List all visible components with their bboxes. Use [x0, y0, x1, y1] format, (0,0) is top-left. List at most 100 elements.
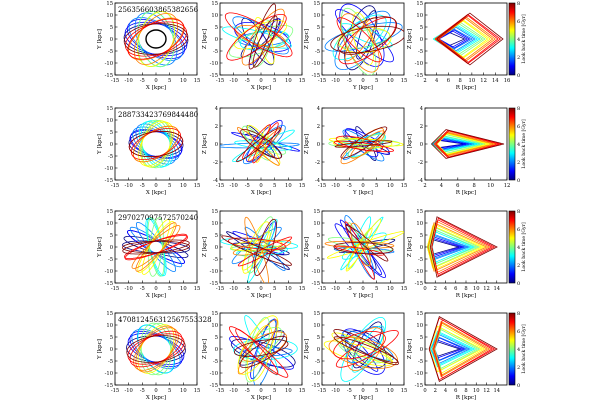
y-tick-label: 15	[211, 311, 218, 317]
orbit-line	[344, 5, 378, 71]
y-tick-label: -5	[108, 257, 113, 263]
y-tick-label: 15	[106, 106, 113, 112]
x-tick-label: 15	[194, 78, 201, 84]
subplot-r1-c3: 2 4 6 8 10 12 -4 -2 0 2 4 R [kpc] Z [kpc] 0 2 4 6 8 Look b…	[407, 106, 527, 196]
orbit-line	[333, 140, 395, 153]
x-tick-label: 5	[273, 388, 276, 394]
orbit-lines	[220, 216, 299, 283]
x-tick-label: 15	[401, 78, 408, 84]
orbit-line	[126, 335, 186, 363]
x-tick-label: 10	[285, 388, 292, 394]
orbit-line	[250, 318, 277, 380]
x-tick-label: -15	[216, 286, 224, 292]
y-axis-label: Z [kpc]	[304, 134, 310, 154]
y-tick-label: 10	[313, 323, 320, 329]
x-tick-label: 4	[444, 388, 448, 394]
orbit-lines	[128, 119, 184, 169]
orbit-line	[428, 223, 486, 271]
orbit-line	[132, 126, 180, 162]
orbit-line	[130, 127, 182, 161]
orbit-line	[228, 25, 294, 58]
y-tick-label: -4	[213, 178, 219, 184]
y-tick-label: -10	[105, 166, 113, 172]
y-tick-label: 10	[313, 13, 320, 19]
colorbar-gradient	[508, 107, 516, 181]
y-axis-label: Z [kpc]	[407, 134, 413, 154]
x-axis-label: X [kpc]	[251, 293, 271, 299]
x-tick-label: 4	[435, 78, 439, 84]
y-tick-label: -5	[108, 359, 113, 365]
x-tick-label: 5	[273, 78, 276, 84]
x-axis-label: X [kpc]	[251, 395, 271, 400]
orbit-line	[328, 337, 398, 369]
y-tick-label: 5	[110, 25, 113, 31]
subplot-r0-c1: -15 -10 -5 0 5 10 15 -15 -10 -5 0 5 10 15 X [kpc] Z [kp…	[202, 1, 305, 91]
x-tick-label: 5	[375, 388, 378, 394]
colorbar-tick-label: 6	[517, 227, 520, 233]
orbit-line	[340, 7, 377, 75]
orbit-line	[430, 330, 476, 368]
orbit-line	[433, 319, 493, 379]
y-tick-label: 5	[317, 233, 320, 239]
x-tick-label: 15	[299, 388, 306, 394]
axes-frame	[114, 2, 198, 76]
y-axis-label: Z [kpc]	[202, 237, 208, 257]
subplot-r2-c1: -15 -10 -5 0 5 10 15 -15 -10 -5 0 5 10 15 X [kpc] Z [kp…	[202, 209, 305, 299]
orbit-line	[340, 126, 388, 159]
x-tick-label: 10	[469, 78, 476, 84]
x-axis-label: Y [kpc]	[352, 190, 373, 196]
subplot-r0-c0: -15 -10 -5 0 5 10 15 -15 -10 -5 0 5 10 15 X [kpc] Y [kp…	[97, 1, 200, 91]
y-tick-label: 10	[313, 221, 320, 227]
y-tick-label: 2	[317, 124, 320, 130]
y-axis-label: Y [kpc]	[97, 29, 103, 50]
y-tick-label: -5	[418, 49, 423, 55]
y-tick-label: -15	[210, 383, 218, 389]
x-axis-label: R [kpc]	[456, 190, 476, 196]
star-id-label: 297027097572570240	[118, 214, 198, 222]
x-tick-label: 0	[361, 388, 364, 394]
x-tick-label: 15	[299, 286, 306, 292]
x-tick-label: 5	[168, 286, 171, 292]
x-axis-label: R [kpc]	[456, 293, 476, 299]
x-tick-label: -10	[124, 286, 132, 292]
y-tick-label: -5	[418, 257, 423, 263]
y-tick-label: 5	[317, 25, 320, 31]
x-tick-label: -10	[229, 286, 237, 292]
orbit-line	[438, 15, 499, 63]
x-tick-label: 0	[361, 183, 364, 189]
colorbar-gradient	[508, 2, 516, 76]
y-axis-label: Z [kpc]	[407, 339, 413, 359]
y-tick-label: -4	[315, 178, 321, 184]
colorbar: 0 2 4 6 8 Look back time [Gyr]	[508, 1, 527, 79]
orbit-lines	[428, 316, 498, 382]
x-tick-label: 10	[180, 78, 187, 84]
orbit-line	[346, 218, 382, 270]
y-tick-label: 10	[211, 13, 218, 19]
y-tick-label: 10	[106, 323, 113, 329]
x-tick-label: 15	[299, 183, 306, 189]
orbit-line	[431, 217, 496, 277]
x-tick-label: -15	[318, 286, 326, 292]
x-axis-label: Y [kpc]	[352, 395, 373, 400]
orbit-line	[122, 240, 191, 254]
orbit-line	[141, 219, 171, 275]
orbit-line	[434, 337, 466, 361]
x-tick-label: 14	[492, 78, 499, 84]
x-tick-label: -10	[229, 183, 237, 189]
orbit-line	[340, 13, 380, 73]
orbit-line	[224, 12, 293, 58]
orbit-line	[438, 30, 468, 48]
y-tick-label: 10	[211, 323, 218, 329]
x-tick-label: -10	[331, 78, 339, 84]
orbit-lines	[126, 322, 186, 376]
x-tick-label: -10	[331, 286, 339, 292]
x-tick-label: 10	[473, 286, 480, 292]
orbit-line	[335, 135, 383, 152]
x-tick-label: 0	[423, 388, 426, 394]
orbit-line	[247, 216, 274, 274]
y-tick-label: 5	[110, 233, 113, 239]
y-tick-label: 0	[317, 37, 320, 43]
y-tick-label: -2	[315, 160, 320, 166]
x-tick-label: 5	[273, 286, 276, 292]
